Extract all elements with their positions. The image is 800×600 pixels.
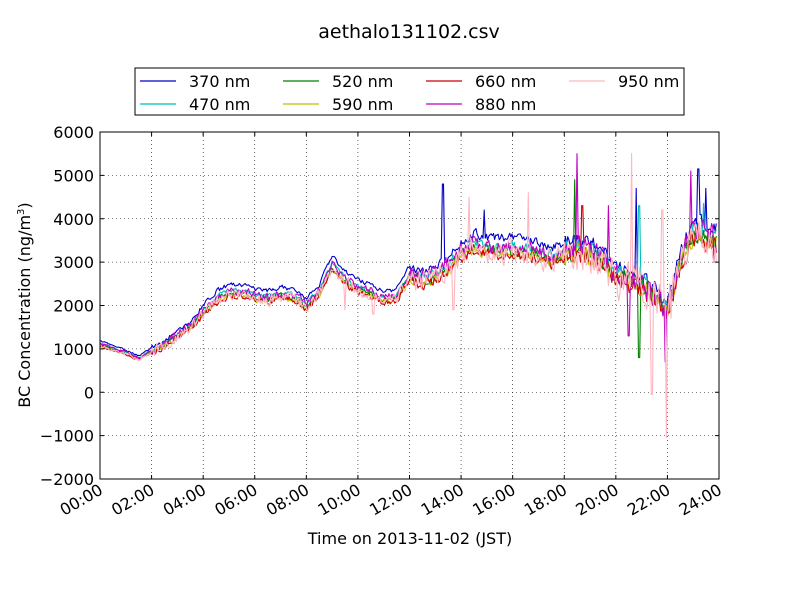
- x-axis-label: Time on 2013-11-02 (JST): [307, 529, 512, 548]
- y-tick-label: 0: [84, 383, 94, 402]
- legend-label: 950 nm: [618, 72, 679, 91]
- y-tick-label: 1000: [53, 340, 94, 359]
- series-line-370-nm: [99, 168, 717, 357]
- legend-label: 470 nm: [189, 95, 250, 114]
- y-tick-label: −2000: [40, 470, 94, 489]
- y-tick-label: 2000: [53, 297, 94, 316]
- legend: 370 nm 470 nm 520 nm 590 nm 660 nm 880 nm 950 …: [134, 67, 685, 116]
- legend-label: 520 nm: [332, 72, 393, 91]
- series-layer: [99, 153, 717, 439]
- ticks: [99, 131, 720, 480]
- legend-label: 660 nm: [475, 72, 536, 91]
- y-axis-label-main: BC Concentration (ng/m: [15, 215, 34, 408]
- y-tick-labels: −2000 −1000 0 1000 2000 3000 4000 5000 6000: [40, 123, 94, 489]
- y-tick-label: −1000: [40, 427, 94, 446]
- series-line-950-nm: [99, 153, 717, 439]
- legend-label: 590 nm: [332, 95, 393, 114]
- legend-box: [134, 67, 685, 116]
- y-tick-label: 5000: [53, 166, 94, 185]
- y-axis-label-end: ): [15, 202, 34, 208]
- y-axis-label: BC Concentration (ng/m3): [15, 202, 34, 407]
- chart-title: aethalo131102.csv: [318, 21, 500, 43]
- legend-entries: 370 nm 470 nm 520 nm 590 nm 660 nm 880 nm 950 …: [140, 72, 679, 114]
- legend-label: 880 nm: [475, 95, 536, 114]
- legend-label: 370 nm: [189, 72, 250, 91]
- y-tick-label: 3000: [53, 253, 94, 272]
- y-axis-label-sup: 3: [16, 209, 27, 215]
- y-tick-label: 6000: [53, 123, 94, 142]
- y-tick-label: 4000: [53, 210, 94, 229]
